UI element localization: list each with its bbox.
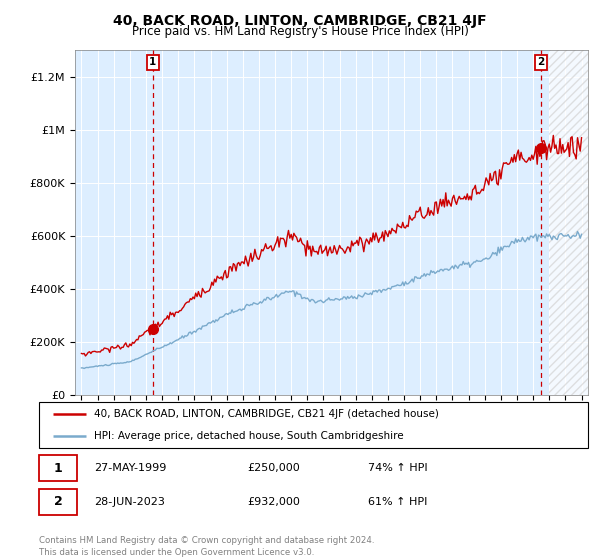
FancyBboxPatch shape xyxy=(39,402,588,448)
Text: 2: 2 xyxy=(54,495,62,508)
Text: 40, BACK ROAD, LINTON, CAMBRIDGE, CB21 4JF: 40, BACK ROAD, LINTON, CAMBRIDGE, CB21 4… xyxy=(113,14,487,28)
Text: 1: 1 xyxy=(54,461,62,475)
Text: 61% ↑ HPI: 61% ↑ HPI xyxy=(368,497,428,507)
FancyBboxPatch shape xyxy=(39,489,77,515)
Text: 74% ↑ HPI: 74% ↑ HPI xyxy=(368,463,428,473)
Bar xyxy=(549,50,588,395)
Text: Price paid vs. HM Land Registry's House Price Index (HPI): Price paid vs. HM Land Registry's House … xyxy=(131,25,469,38)
Text: 27-MAY-1999: 27-MAY-1999 xyxy=(94,463,166,473)
Text: 28-JUN-2023: 28-JUN-2023 xyxy=(94,497,165,507)
Text: £250,000: £250,000 xyxy=(248,463,301,473)
Text: 2: 2 xyxy=(538,57,545,67)
Text: £932,000: £932,000 xyxy=(248,497,301,507)
Text: HPI: Average price, detached house, South Cambridgeshire: HPI: Average price, detached house, Sout… xyxy=(94,431,404,441)
Text: 40, BACK ROAD, LINTON, CAMBRIDGE, CB21 4JF (detached house): 40, BACK ROAD, LINTON, CAMBRIDGE, CB21 4… xyxy=(94,409,439,419)
Text: 1: 1 xyxy=(149,57,157,67)
FancyBboxPatch shape xyxy=(39,455,77,481)
Text: Contains HM Land Registry data © Crown copyright and database right 2024.
This d: Contains HM Land Registry data © Crown c… xyxy=(39,536,374,557)
